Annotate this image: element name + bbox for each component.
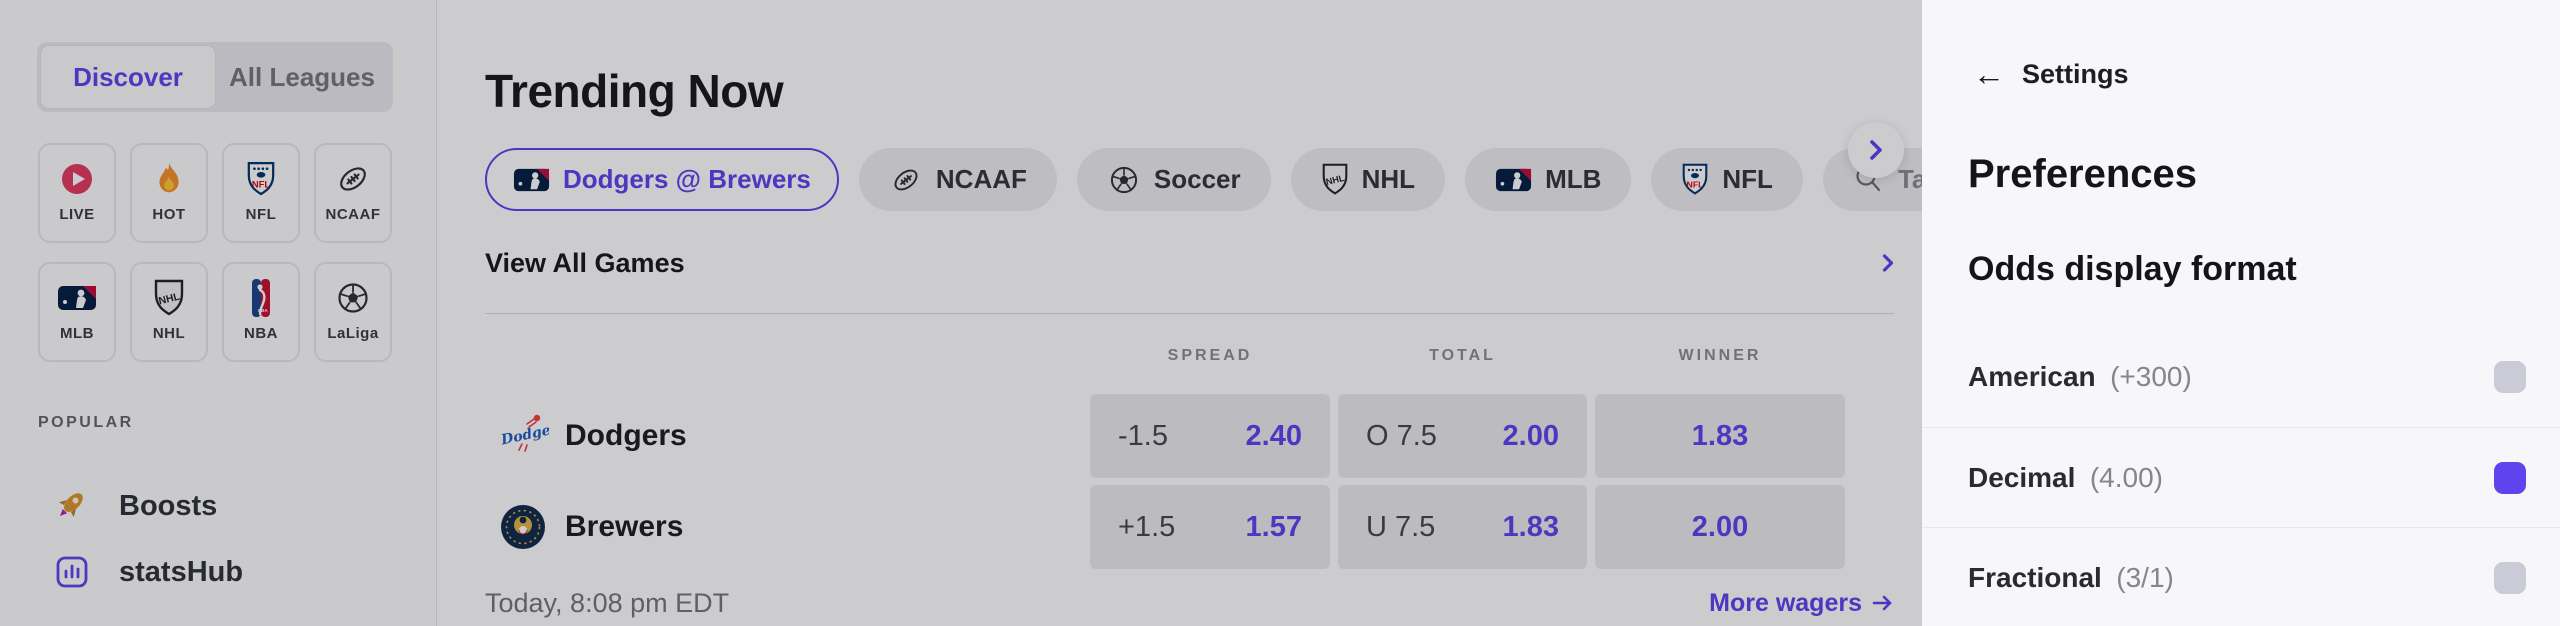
football-icon [889, 163, 923, 197]
category-mlb[interactable]: MLB [38, 262, 116, 362]
odds-format-checkbox-decimal[interactable] [2494, 461, 2526, 494]
column-header-spread: SPREAD [1167, 347, 1253, 364]
stats-chart-icon [55, 555, 89, 589]
svg-text:NHL: NHL [1324, 173, 1345, 187]
dodgers-logo: Dodgers [497, 410, 549, 462]
soccer-ball-icon [334, 277, 372, 319]
column-header-total: TOTAL [1429, 347, 1496, 364]
brewers-logo [497, 501, 549, 553]
dodgers-winner-cell[interactable]: 1.83 [1595, 394, 1845, 478]
live-icon [60, 158, 94, 200]
football-icon [334, 158, 372, 200]
odds-format-option-fractional[interactable]: Fractional (3/1) [1922, 527, 2560, 626]
odds-display-format-heading: Odds display format [1968, 250, 2297, 288]
brewers-total-cell[interactable]: U 7.5 1.83 [1338, 485, 1587, 569]
chip-nfl[interactable]: NFL NFL [1651, 148, 1803, 211]
settings-back-button[interactable]: ← Settings [1973, 56, 2129, 92]
odds-format-checkbox-american[interactable] [2494, 361, 2526, 393]
sidebar-item-statshub[interactable]: statsHub [55, 552, 243, 592]
category-hot[interactable]: HOT [130, 143, 208, 243]
chip-ncaaf[interactable]: NCAAF [858, 148, 1057, 211]
chip-nhl[interactable]: NHL NHL [1290, 148, 1446, 211]
soccer-ball-icon [1107, 163, 1141, 197]
chevron-right-icon [1869, 138, 1883, 162]
team-dodgers: Dodgers Dodgers [497, 394, 687, 478]
sidebar-item-boosts[interactable]: Boosts [55, 486, 217, 526]
svg-text:NBA: NBA [258, 308, 268, 313]
sidebar: Discover All Leagues LIVE HOT NFL NFL [0, 0, 437, 626]
column-header-winner: WINNER [1678, 347, 1762, 364]
category-live[interactable]: LIVE [38, 143, 116, 243]
category-nba[interactable]: NBA NBA [222, 262, 300, 362]
category-nhl[interactable]: NHL NHL [130, 262, 208, 362]
odds-format-checkbox-fractional[interactable] [2494, 561, 2526, 594]
game-footer: Today, 8:08 pm EDT More wagers [485, 586, 1894, 620]
more-wagers-link[interactable]: More wagers [1709, 589, 1894, 618]
page-title: Trending Now [485, 65, 784, 117]
preferences-heading: Preferences [1968, 152, 2198, 196]
main-content: Trending Now Dodgers @ Brewers NCAAF Soc… [437, 0, 1922, 626]
category-ncaaf[interactable]: NCAAF [314, 143, 392, 243]
league-chips-row: Dodgers @ Brewers NCAAF Soccer NHL NHL [485, 148, 1922, 211]
svg-text:NFL: NFL [1687, 179, 1705, 189]
chip-mlb[interactable]: MLB [1465, 148, 1632, 211]
category-nfl[interactable]: NFL NFL [222, 143, 300, 243]
fire-icon [154, 158, 184, 200]
brewers-winner-cell[interactable]: 2.00 [1595, 485, 1845, 569]
popular-heading: POPULAR [38, 414, 134, 431]
modal-dim-overlay[interactable] [0, 0, 1922, 626]
mlb-logo-icon [513, 168, 550, 192]
view-all-games-link[interactable]: View All Games [485, 240, 1894, 286]
chip-soccer[interactable]: Soccer [1076, 148, 1271, 211]
game-time: Today, 8:08 pm EDT [485, 587, 730, 618]
nba-logo-icon: NBA [251, 277, 271, 319]
table-row-brewers: Brewers +1.5 1.57 U 7.5 1.83 2.00 [437, 485, 1922, 569]
chip-dodgers-brewers[interactable]: Dodgers @ Brewers [485, 148, 839, 211]
mlb-logo-icon [1495, 168, 1532, 192]
chips-scroll-right-button[interactable] [1848, 122, 1904, 178]
svg-text:NFL: NFL [252, 179, 270, 189]
settings-panel: ← Settings Preferences Odds display form… [1922, 0, 2560, 626]
odds-format-option-american[interactable]: American (+300) [1922, 327, 2560, 427]
chevron-right-icon [1882, 253, 1894, 273]
tab-discover[interactable]: Discover [41, 46, 215, 108]
arrow-right-icon [1872, 594, 1894, 612]
odds-format-option-decimal[interactable]: Decimal (4.00) [1922, 427, 2560, 527]
mlb-logo-icon [57, 277, 97, 319]
discover-leagues-toggle: Discover All Leagues [37, 42, 393, 112]
table-row-dodgers: Dodgers Dodgers -1.5 2.40 O 7.5 2.00 1.8… [437, 394, 1922, 478]
category-grid: LIVE HOT NFL NFL NCAAF [38, 143, 392, 362]
tab-all-leagues[interactable]: All Leagues [229, 61, 375, 92]
dodgers-total-cell[interactable]: O 7.5 2.00 [1338, 394, 1587, 478]
category-laliga[interactable]: LaLiga [314, 262, 392, 362]
nhl-logo-icon: NHL [153, 277, 185, 319]
svg-text:NHL: NHL [157, 290, 181, 307]
nhl-logo-icon: NHL [1321, 163, 1349, 196]
arrow-left-icon: ← [1973, 56, 2005, 92]
divider [485, 313, 1894, 314]
nfl-logo-icon: NFL [1681, 163, 1709, 196]
dodgers-spread-cell[interactable]: -1.5 2.40 [1090, 394, 1330, 478]
team-brewers: Brewers [497, 485, 683, 569]
rocket-icon [55, 489, 89, 523]
nfl-logo-icon: NFL [246, 158, 276, 200]
odds-format-options: American (+300) Decimal (4.00) Fractiona… [1922, 327, 2560, 626]
brewers-spread-cell[interactable]: +1.5 1.57 [1090, 485, 1330, 569]
